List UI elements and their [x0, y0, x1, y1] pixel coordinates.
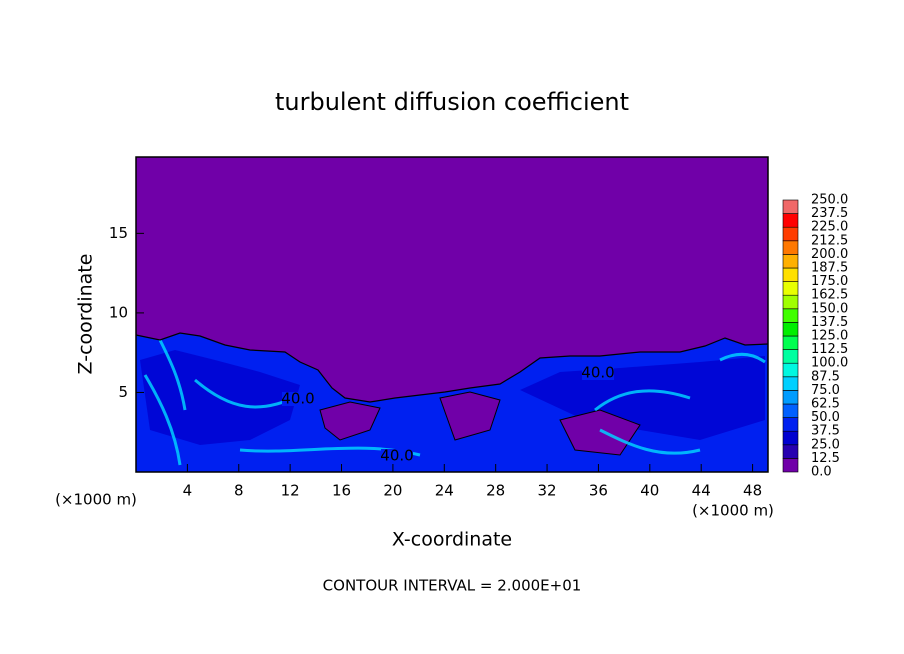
colorbar-label: 112.5 [811, 342, 848, 357]
contour-label-bg [381, 449, 413, 463]
colorbar-label: 225.0 [811, 220, 848, 235]
x-tick-label: 32 [538, 482, 557, 500]
x-tick-label: 36 [589, 482, 608, 500]
colorbar-label: 175.0 [811, 274, 848, 289]
x-tick-label: 20 [383, 482, 402, 500]
field-region [319, 401, 381, 441]
contour-label: 40.0 [281, 390, 314, 408]
x-tick-label: 40 [640, 482, 659, 500]
colorbar-label: 150.0 [811, 301, 848, 316]
colorbar-band [782, 417, 799, 432]
colorbar-band [782, 199, 799, 214]
colorbar-label: 12.5 [811, 451, 840, 466]
colorbar-label: 187.5 [811, 261, 848, 276]
colorbar-label: 37.5 [811, 424, 840, 439]
colorbar-band [782, 213, 799, 228]
colorbar-label: 25.0 [811, 437, 840, 452]
x-tick-label: 12 [281, 482, 300, 500]
plot-frame [135, 156, 769, 473]
field-streak [158, 339, 187, 411]
colorbar-band [782, 335, 799, 350]
field-streak [599, 428, 701, 455]
colorbar-band [782, 362, 799, 378]
footer: CONTOUR INTERVAL = 2.000E+01 [323, 577, 582, 595]
colorbar-label: 250.0 [811, 193, 848, 208]
x-unit-left: (×1000 m) [55, 491, 137, 509]
colorbar-band [782, 294, 799, 310]
x-tick-label: 4 [183, 482, 193, 500]
field-streak [719, 352, 766, 364]
colorbar-label: 200.0 [811, 247, 848, 262]
colorbar-label: 0.0 [811, 465, 832, 480]
colorbar-band [782, 349, 799, 364]
field-region [559, 409, 641, 456]
colorbar-label: 100.0 [811, 356, 848, 371]
y-tick-label: 5 [118, 383, 128, 401]
x-tick-label: 8 [234, 482, 244, 500]
colorbar-band [782, 281, 799, 296]
colorbar-label: 162.5 [811, 288, 848, 303]
colorbar-label: 75.0 [811, 383, 840, 398]
field-region [520, 356, 765, 440]
contour-label: 40.0 [581, 364, 614, 382]
colorbar-band [782, 390, 799, 405]
x-tick-label: 28 [486, 482, 505, 500]
x-tick-label: 16 [332, 482, 351, 500]
colorbar-band [782, 267, 799, 282]
colorbar-band [782, 458, 799, 473]
colorbar-label: 212.5 [811, 233, 848, 248]
field-streak [594, 389, 691, 412]
colorbar-label: 62.5 [811, 397, 840, 412]
x-axis-label: X-coordinate [392, 529, 512, 551]
colorbar-band [782, 430, 799, 446]
colorbar-band [782, 240, 799, 255]
contour-label-bg [582, 366, 614, 380]
colorbar-label: 50.0 [811, 410, 840, 425]
colorbar-band [782, 403, 799, 418]
colorbar-label: 237.5 [811, 206, 848, 221]
colorbar-label: 87.5 [811, 369, 840, 384]
colorbar-band [782, 226, 799, 242]
x-unit-right: (×1000 m) [692, 502, 774, 520]
y-tick-label: 10 [109, 303, 128, 321]
x-tick-label: 48 [743, 482, 762, 500]
colorbar-band [782, 308, 799, 323]
colorbar-band [782, 376, 799, 391]
field-region [439, 391, 501, 441]
x-tick-label: 24 [435, 482, 454, 500]
x-tick-label: 44 [692, 482, 711, 500]
colorbar-band [782, 254, 799, 269]
y-axis-label: Z-coordinate [75, 254, 97, 375]
colorbar-label: 137.5 [811, 315, 848, 330]
colorbar-band [782, 322, 799, 337]
colorbar-label: 125.0 [811, 329, 848, 344]
colorbar-band [782, 444, 799, 459]
contour-line [135, 332, 769, 403]
contour-label-bg [282, 392, 314, 406]
contour-label: 40.0 [380, 447, 413, 465]
field-streak [143, 374, 182, 466]
chart-title: turbulent diffusion coefficient [275, 88, 629, 116]
y-tick-label: 15 [109, 224, 128, 242]
